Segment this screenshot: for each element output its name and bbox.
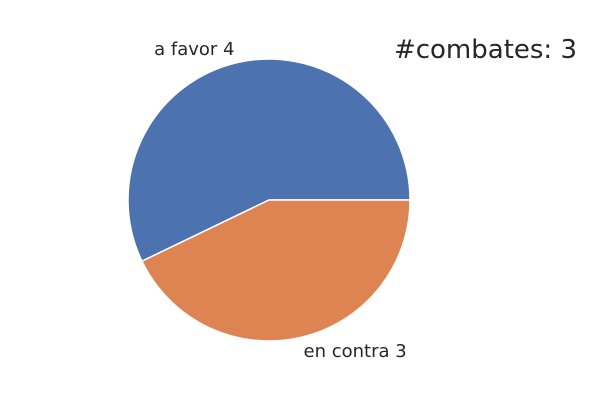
chart-title: #combates: 3 bbox=[394, 35, 577, 65]
pie-labels: a favor 4 en contra 3 bbox=[154, 39, 407, 362]
pie-slice-a-favor bbox=[127, 58, 411, 262]
pie-label-a-favor: a favor 4 bbox=[154, 39, 234, 60]
pie-slice-en-contra bbox=[141, 199, 411, 342]
pie-slices bbox=[127, 58, 411, 342]
pie-label-en-contra: en contra 3 bbox=[304, 341, 407, 362]
